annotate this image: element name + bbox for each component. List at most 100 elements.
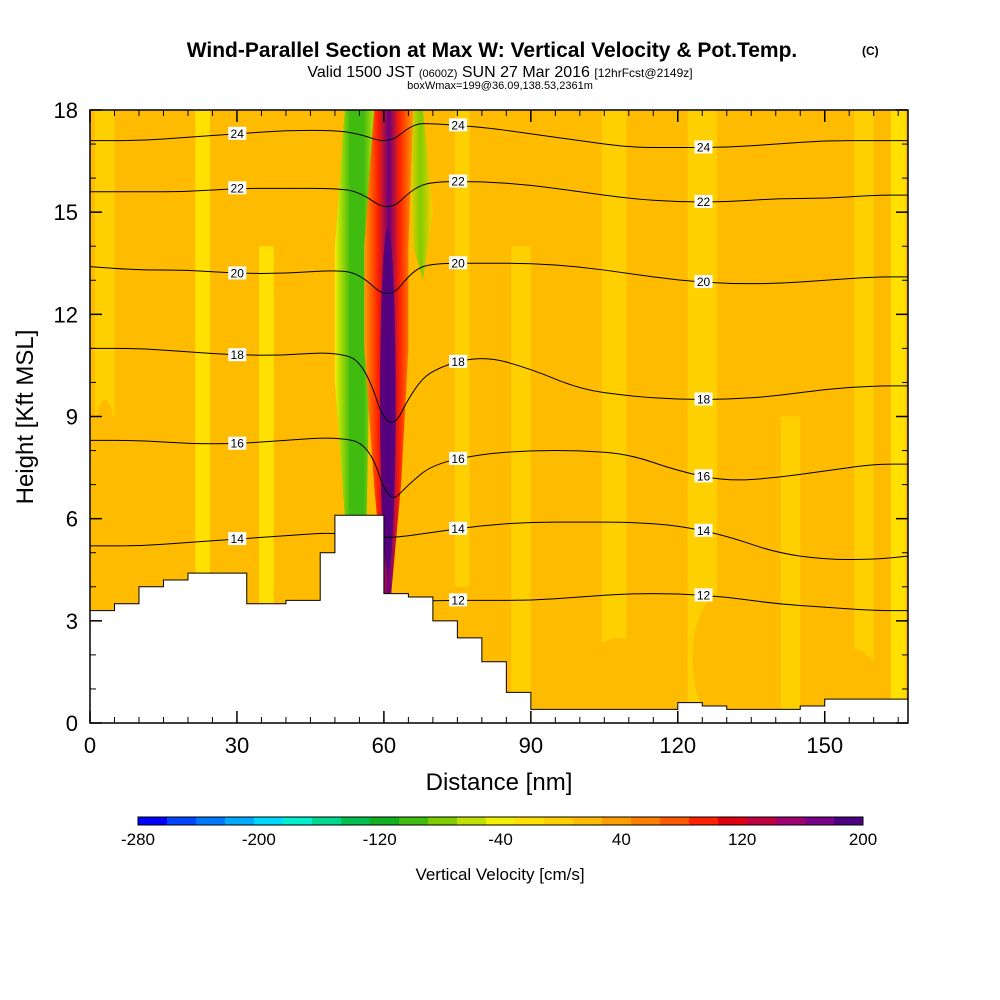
svg-text:12: 12 [451, 593, 465, 607]
colorbar-swatch [660, 817, 690, 825]
field-streak [195, 110, 211, 587]
downdraft-band [408, 110, 433, 281]
theta-contour [90, 123, 908, 148]
valid-date: SUN 27 Mar 2016 [462, 64, 590, 81]
x-tick-label: 150 [806, 733, 843, 758]
field-pocket [584, 637, 654, 723]
svg-text:14: 14 [697, 524, 711, 538]
svg-text:24: 24 [231, 127, 245, 141]
contour-label: 24 [449, 118, 468, 132]
svg-text:16: 16 [451, 452, 465, 466]
contour-label: 18 [694, 392, 713, 406]
colorbar-tick-label: 200 [849, 830, 877, 849]
y-tick-label: 9 [66, 405, 78, 430]
colorbar-tick-label: -280 [121, 830, 155, 849]
x-axis-label: Distance [nm] [426, 769, 573, 796]
field-streak [283, 110, 299, 587]
x-tick-label: 120 [659, 733, 696, 758]
colorbar-label: Vertical Velocity [cm/s] [415, 865, 584, 884]
contour-label: 16 [228, 436, 247, 451]
svg-text:16: 16 [697, 469, 711, 483]
colorbar-swatch [428, 817, 458, 825]
chart-title: Wind-Parallel Section at Max W: Vertical… [187, 39, 798, 62]
svg-text:22: 22 [697, 195, 711, 209]
plot-area: 1212121414141616161818182020202222222424… [90, 110, 908, 723]
field-streak [151, 110, 166, 587]
colorbar-swatch [689, 817, 719, 825]
valid-utc: (0600Z) [419, 68, 458, 80]
colorbar-swatch [399, 817, 429, 825]
contour-label: 18 [449, 354, 468, 369]
colorbar-swatch [515, 817, 545, 825]
colorbar-swatch [225, 817, 255, 825]
field-streak [756, 110, 776, 587]
theta-contour [90, 347, 908, 423]
colorbar-swatch [196, 817, 226, 825]
terrain-mask [90, 514, 908, 723]
field-pocket [692, 593, 752, 723]
colorbar-swatch [805, 817, 835, 825]
svg-text:14: 14 [231, 532, 245, 546]
svg-text:20: 20 [231, 266, 245, 280]
colorbar-tick-label: -200 [242, 830, 276, 849]
y-axis-label: Height [Kft MSL] [12, 330, 39, 505]
colorbar-tick-label: -40 [488, 830, 513, 849]
colorbar-swatch [747, 817, 777, 825]
colorbar-swatch [254, 817, 284, 825]
y-tick-label: 18 [54, 98, 78, 123]
field-streak [258, 246, 274, 604]
contour-label: 14 [694, 523, 713, 538]
contour-label: 14 [228, 532, 247, 546]
theta-contour [90, 181, 908, 208]
colorbar-swatch [718, 817, 748, 825]
field-streak [221, 178, 234, 587]
colorbar-swatch [573, 817, 603, 825]
contour-label: 24 [228, 127, 247, 141]
svg-text:22: 22 [451, 175, 465, 189]
colorbar-swatch [138, 817, 168, 825]
svg-text:24: 24 [697, 140, 711, 154]
svg-text:20: 20 [697, 275, 711, 289]
contour-label: 20 [449, 256, 468, 270]
contour-label: 20 [694, 275, 713, 289]
colorbar-swatch [283, 817, 313, 825]
x-tick-label: 0 [84, 733, 96, 758]
contour-label: 18 [228, 348, 247, 362]
theta-contour [90, 437, 908, 498]
field-streak [601, 110, 627, 723]
y-tick-label: 3 [66, 609, 78, 634]
box-info: boxWmax=199@36.09,138.53,2361m [407, 80, 593, 92]
y-tick-label: 0 [66, 711, 78, 736]
updraft-core [379, 229, 396, 570]
copyright-mark: (C) [862, 44, 879, 58]
contour-label: 16 [449, 451, 468, 466]
colorbar-swatch [457, 817, 487, 825]
colorbar-swatch [776, 817, 806, 825]
subtitle-valid: Valid 1500 JST (0600Z) SUN 27 Mar 2016 [… [307, 64, 692, 81]
contour-label: 12 [694, 588, 713, 602]
contour-label: 14 [449, 521, 468, 536]
contour-label: 12 [449, 593, 468, 607]
colorbar-swatch [312, 817, 342, 825]
svg-text:14: 14 [451, 522, 465, 536]
contour-label: 22 [694, 194, 713, 209]
svg-text:20: 20 [451, 256, 465, 270]
x-tick-label: 30 [225, 733, 249, 758]
y-tick-label: 15 [54, 200, 78, 225]
svg-text:12: 12 [697, 588, 711, 602]
theta-contour [90, 521, 908, 561]
svg-text:16: 16 [231, 437, 245, 451]
colorbar-swatch [370, 817, 400, 825]
contour-label: 22 [449, 174, 468, 189]
valid-time: Valid 1500 JST [307, 64, 415, 81]
colorbar-swatch [486, 817, 516, 825]
field-streak [511, 246, 531, 723]
colorbar: -280 -200 -120 -40 40 120 200 [121, 816, 877, 849]
svg-text:18: 18 [231, 348, 245, 362]
colorbar-swatch [544, 817, 574, 825]
colorbar-swatch [167, 817, 197, 825]
svg-text:18: 18 [451, 355, 465, 369]
y-tick-label: 6 [66, 507, 78, 532]
colorbar-tick-label: 40 [612, 830, 631, 849]
